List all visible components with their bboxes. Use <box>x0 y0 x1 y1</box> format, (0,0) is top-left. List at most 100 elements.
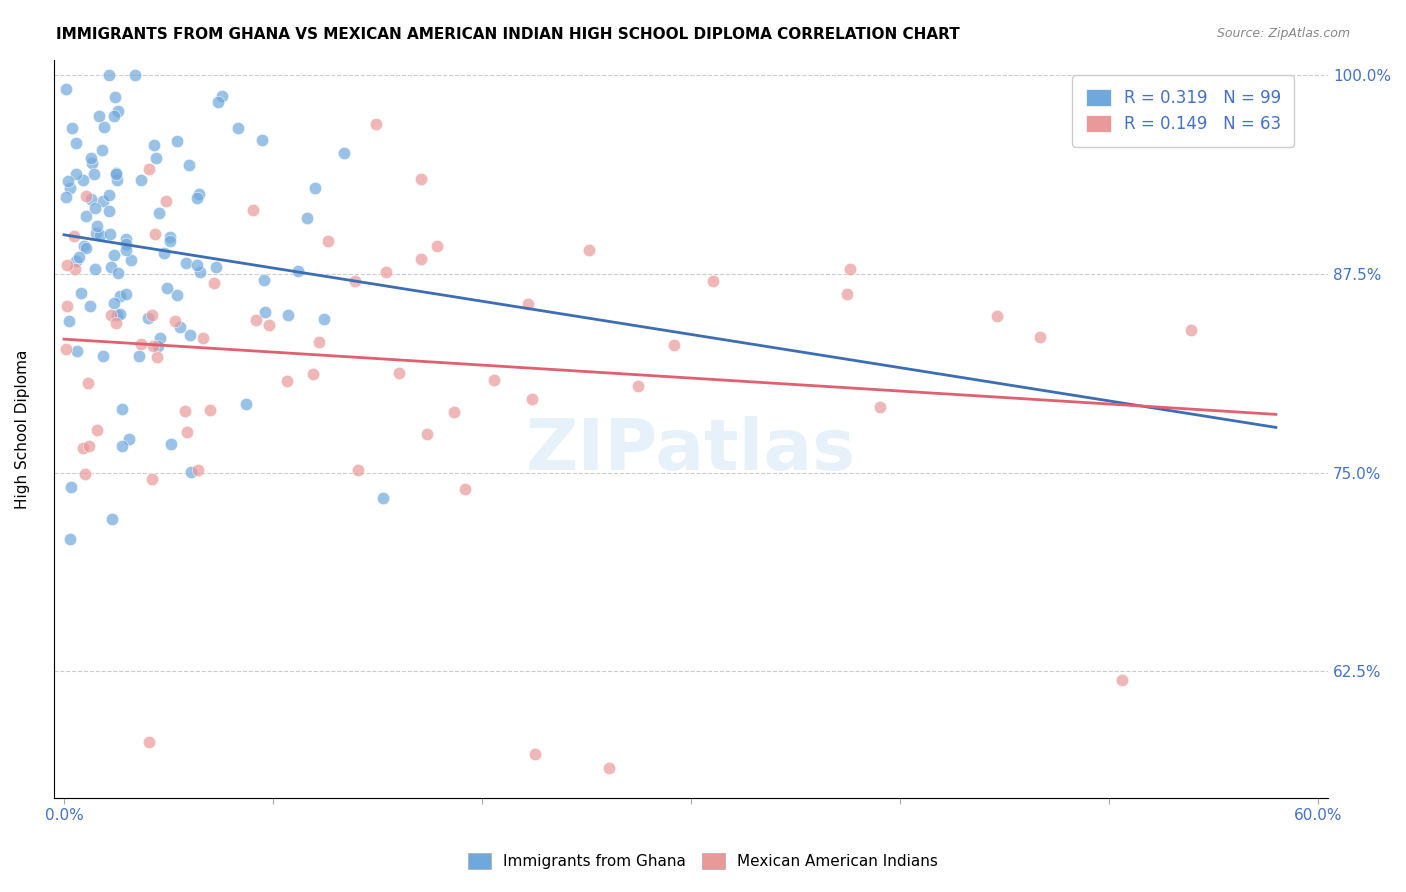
Point <box>371 491 394 506</box>
Text: ZIPatlas: ZIPatlas <box>526 417 856 485</box>
Point <box>662 337 685 351</box>
Point <box>141 308 163 322</box>
Point <box>55 82 77 96</box>
Point <box>160 437 183 451</box>
Point <box>128 349 150 363</box>
Point <box>169 319 191 334</box>
Point <box>149 331 172 345</box>
Point <box>343 274 366 288</box>
Point <box>211 88 233 103</box>
Point <box>107 308 129 322</box>
Point <box>138 735 160 749</box>
Point <box>59 480 82 494</box>
Point <box>136 310 159 325</box>
Point <box>76 376 98 391</box>
Point <box>86 219 108 233</box>
Point <box>103 296 125 310</box>
Point <box>89 228 111 243</box>
Point <box>179 327 201 342</box>
Point <box>156 281 179 295</box>
Point <box>152 246 174 260</box>
Point <box>82 156 104 170</box>
Point <box>145 152 167 166</box>
Point <box>200 403 222 417</box>
Point <box>67 250 90 264</box>
Point <box>524 747 547 761</box>
Point <box>100 260 122 274</box>
Point <box>91 194 114 208</box>
Point <box>374 265 396 279</box>
Point <box>105 173 128 187</box>
Point <box>129 336 152 351</box>
Legend: R = 0.319   N = 99, R = 0.149   N = 63: R = 0.319 N = 99, R = 0.149 N = 63 <box>1073 75 1295 146</box>
Point <box>839 261 862 276</box>
Point <box>124 69 146 83</box>
Point <box>98 227 121 242</box>
Point <box>146 350 169 364</box>
Point <box>59 533 82 547</box>
Point <box>107 266 129 280</box>
Point <box>75 189 97 203</box>
Point <box>148 206 170 220</box>
Point <box>104 316 127 330</box>
Point <box>1111 673 1133 687</box>
Point <box>226 120 249 135</box>
Point <box>75 467 97 481</box>
Point <box>101 512 124 526</box>
Point <box>65 261 87 276</box>
Point <box>186 191 208 205</box>
Point <box>276 374 298 388</box>
Point <box>835 287 858 301</box>
Point <box>242 203 264 218</box>
Point <box>55 342 77 356</box>
Point <box>115 243 138 257</box>
Point <box>416 427 439 442</box>
Point <box>253 305 276 319</box>
Point <box>97 69 120 83</box>
Point <box>115 232 138 246</box>
Point <box>146 338 169 352</box>
Point <box>107 103 129 118</box>
Point <box>180 465 202 479</box>
Point <box>75 241 97 255</box>
Point <box>86 423 108 437</box>
Point <box>316 234 339 248</box>
Point <box>115 237 138 252</box>
Point <box>253 273 276 287</box>
Point <box>235 397 257 411</box>
Point <box>173 404 195 418</box>
Point <box>65 136 87 150</box>
Point <box>129 173 152 187</box>
Point <box>55 189 77 203</box>
Point <box>91 143 114 157</box>
Point <box>302 367 325 381</box>
Point <box>207 95 229 109</box>
Point <box>118 432 141 446</box>
Point <box>176 256 198 270</box>
Point <box>104 90 127 104</box>
Point <box>108 307 131 321</box>
Point <box>103 109 125 123</box>
Point <box>257 318 280 333</box>
Point <box>516 297 538 311</box>
Point <box>187 186 209 201</box>
Point <box>308 334 330 349</box>
Point <box>110 289 132 303</box>
Point <box>142 137 165 152</box>
Point <box>80 193 103 207</box>
Point <box>347 463 370 477</box>
Point <box>409 252 432 266</box>
Point <box>188 265 211 279</box>
Point <box>114 286 136 301</box>
Point <box>60 121 83 136</box>
Point <box>411 171 433 186</box>
Point <box>79 299 101 313</box>
Point <box>103 248 125 262</box>
Point <box>83 167 105 181</box>
Point <box>578 243 600 257</box>
Point <box>63 228 86 243</box>
Point <box>295 211 318 226</box>
Point <box>287 264 309 278</box>
Point <box>56 258 79 272</box>
Point <box>304 181 326 195</box>
